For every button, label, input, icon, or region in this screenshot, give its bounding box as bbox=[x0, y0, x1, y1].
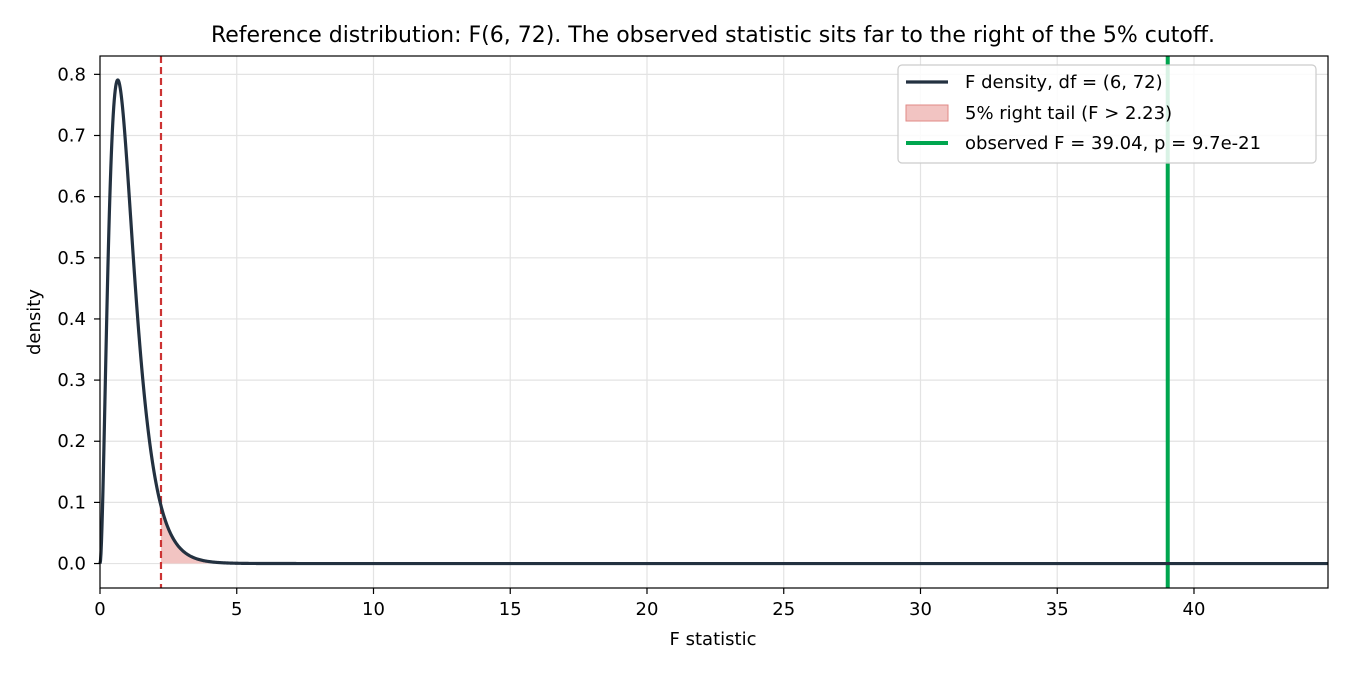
x-tick-label-35: 35 bbox=[1046, 599, 1069, 620]
legend-swatch-tail bbox=[905, 104, 949, 122]
chart-title: Reference distribution: F(6, 72). The ob… bbox=[211, 23, 1215, 48]
y-tick-label-0.7: 0.7 bbox=[57, 125, 86, 146]
x-tick-label-10: 10 bbox=[362, 599, 385, 620]
y-tick-label-0.0: 0.0 bbox=[57, 554, 86, 575]
x-axis-label: F statistic bbox=[670, 629, 757, 650]
right-tail-area bbox=[160, 505, 1329, 564]
x-tick-label-30: 30 bbox=[909, 599, 932, 620]
y-tick-label-0.3: 0.3 bbox=[57, 370, 86, 391]
y-axis-label: density bbox=[24, 289, 45, 355]
x-tick-label-40: 40 bbox=[1183, 599, 1206, 620]
y-tick-label-0.1: 0.1 bbox=[57, 492, 86, 513]
x-tick-label-5: 5 bbox=[231, 599, 242, 620]
x-tick-label-25: 25 bbox=[772, 599, 795, 620]
axes-layer: 0 5 10 15 20 25 30 35 40 0.0 0.1 0.2 0.3 0.4 0.5 0.6 0.7… bbox=[57, 55, 1329, 620]
y-tick-label-0.6: 0.6 bbox=[57, 187, 86, 208]
y-tick-label-0.8: 0.8 bbox=[57, 64, 86, 85]
chart-legend: F density, df = (6, 72) 5% right tail (F … bbox=[897, 64, 1317, 164]
y-tick-label-0.5: 0.5 bbox=[57, 248, 86, 269]
y-tick-label-0.2: 0.2 bbox=[57, 431, 86, 452]
density-curve bbox=[98, 78, 1330, 566]
legend-label-density: F density, df = (6, 72) bbox=[965, 72, 1163, 93]
x-tick-label-15: 15 bbox=[499, 599, 522, 620]
legend-label-observed: observed F = 39.04, p = 9.7e-21 bbox=[965, 133, 1261, 154]
legend-box bbox=[897, 64, 1317, 164]
y-tick-label-0.4: 0.4 bbox=[57, 309, 86, 330]
legend-label-tail: 5% right tail (F > 2.23) bbox=[965, 103, 1172, 124]
x-tick-label-0: 0 bbox=[94, 599, 105, 620]
plot-frame bbox=[99, 55, 1329, 589]
x-tick-label-20: 20 bbox=[636, 599, 659, 620]
grid-layer bbox=[99, 56, 1328, 588]
